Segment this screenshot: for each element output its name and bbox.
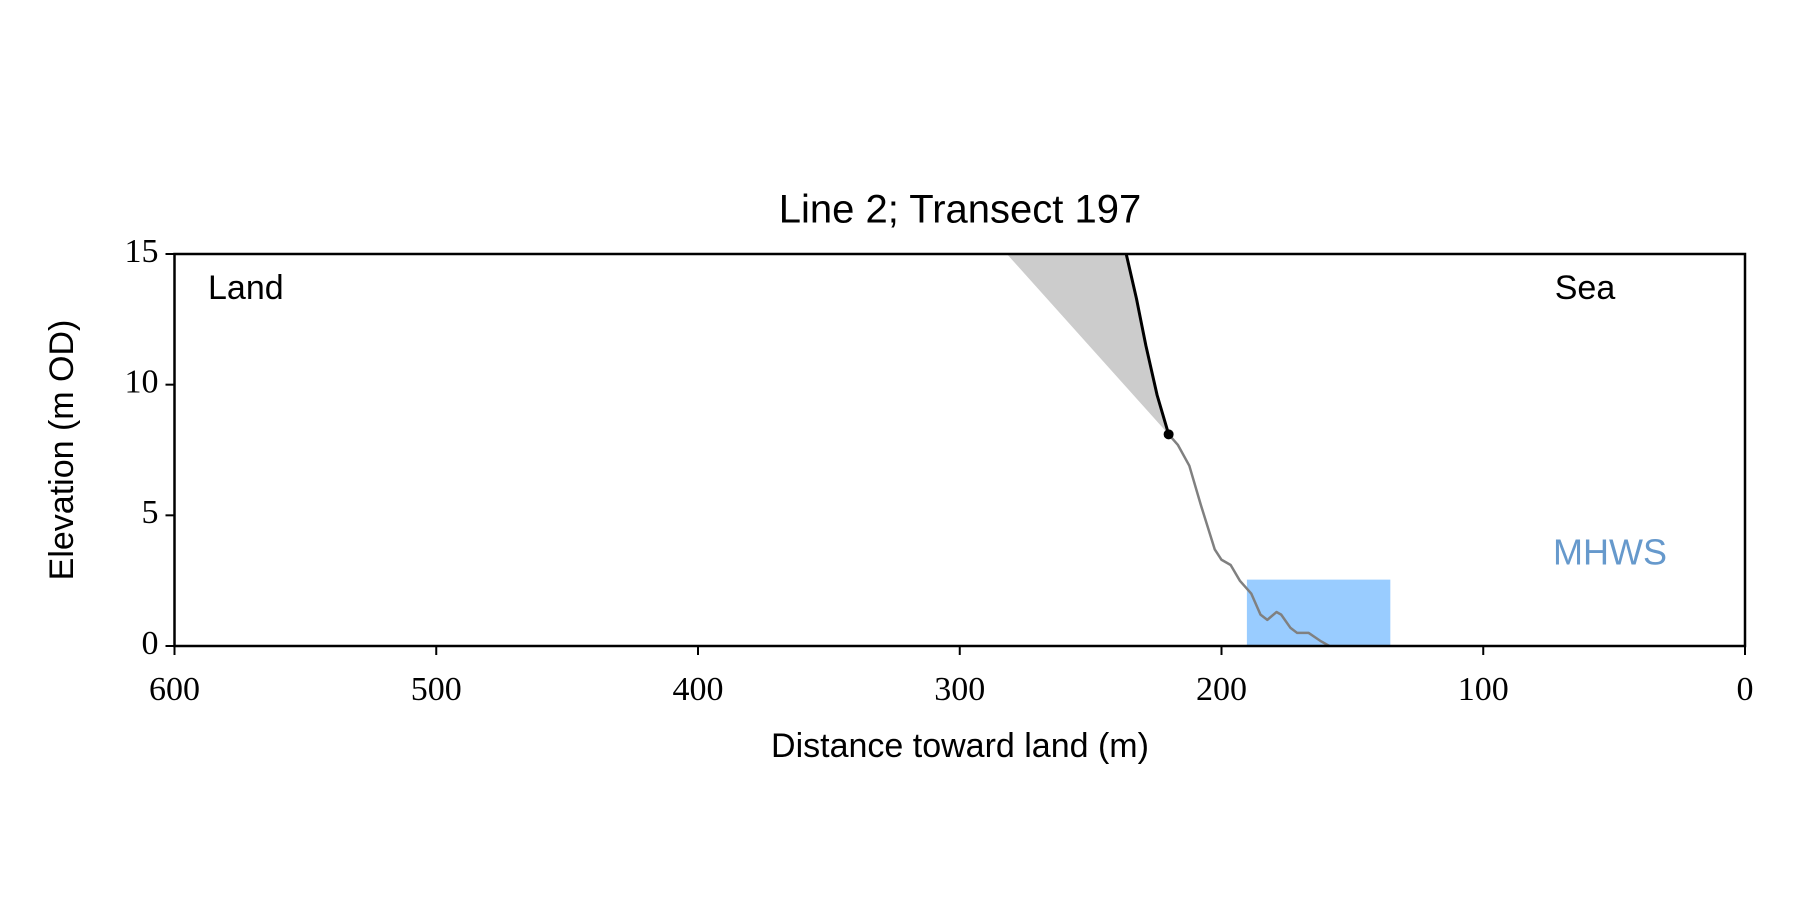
y-tick-label: 5 bbox=[142, 494, 159, 531]
x-axis-label: Distance toward land (m) bbox=[771, 727, 1149, 765]
chart-title: Line 2; Transect 197 bbox=[779, 188, 1141, 232]
cliff-top-point bbox=[1163, 429, 1174, 440]
mhws-label: MHWS bbox=[1553, 532, 1667, 573]
x-tick-label: 300 bbox=[934, 671, 985, 708]
sea-label: Sea bbox=[1555, 269, 1616, 307]
x-tick-label: 400 bbox=[673, 671, 724, 708]
x-tick-label: 500 bbox=[411, 671, 462, 708]
profile-line bbox=[1167, 433, 1330, 648]
y-tick-label: 15 bbox=[125, 233, 159, 270]
x-tick-label: 100 bbox=[1458, 671, 1509, 708]
y-axis-label: Elevation (m OD) bbox=[43, 320, 81, 581]
x-tick-label: 0 bbox=[1737, 671, 1754, 708]
land-label: Land bbox=[208, 269, 284, 307]
retreat-area bbox=[1006, 254, 1169, 435]
plot-frame bbox=[173, 252, 1747, 648]
mhws-area bbox=[1246, 579, 1391, 646]
x-tick-label: 600 bbox=[149, 671, 200, 708]
y-tick-label: 10 bbox=[125, 363, 159, 400]
y-tick-label: 0 bbox=[142, 625, 159, 662]
x-tick-label: 200 bbox=[1196, 671, 1247, 708]
profile-line bbox=[1124, 253, 1171, 435]
